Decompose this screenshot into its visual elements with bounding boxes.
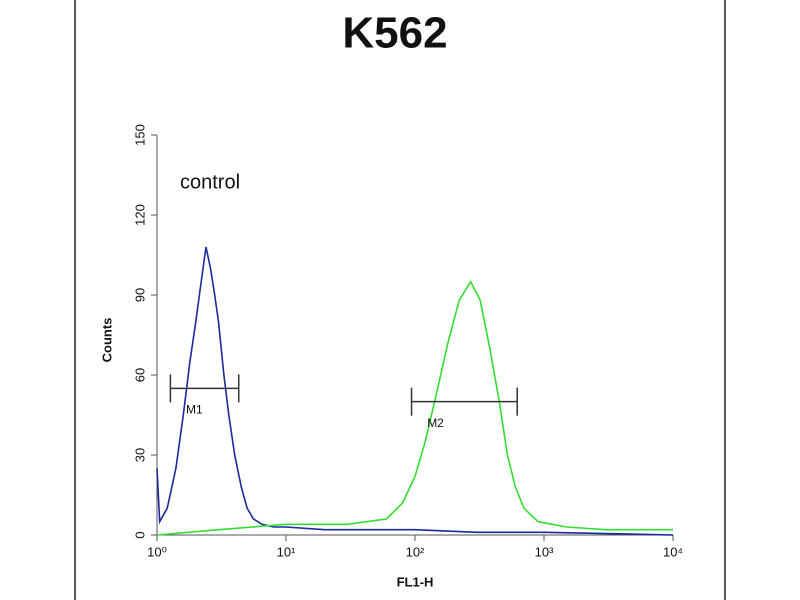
y-tick-label: 150 <box>132 124 147 146</box>
annotation: control <box>180 171 240 193</box>
x-tick-label: 10³ <box>535 544 554 559</box>
gate-label: M1 <box>186 403 203 417</box>
y-tick-label: 60 <box>132 368 147 382</box>
histogram-line <box>156 280 673 536</box>
histogram-line <box>156 246 674 536</box>
x-tick-label: 10⁰ <box>147 544 167 559</box>
y-tick-label: 90 <box>132 288 147 302</box>
x-axis-label: FL1-H <box>397 574 434 589</box>
y-axis-label: Counts <box>99 318 114 363</box>
y-tick-label: 0 <box>132 531 147 538</box>
y-tick-label: 30 <box>132 448 147 462</box>
gate-label: M2 <box>427 416 444 430</box>
x-tick-label: 10² <box>406 544 425 559</box>
x-tick-label: 10⁴ <box>663 544 683 559</box>
chart-title: K562 <box>342 9 447 58</box>
x-tick-label: 10¹ <box>277 544 296 559</box>
y-tick-label: 120 <box>132 204 147 226</box>
